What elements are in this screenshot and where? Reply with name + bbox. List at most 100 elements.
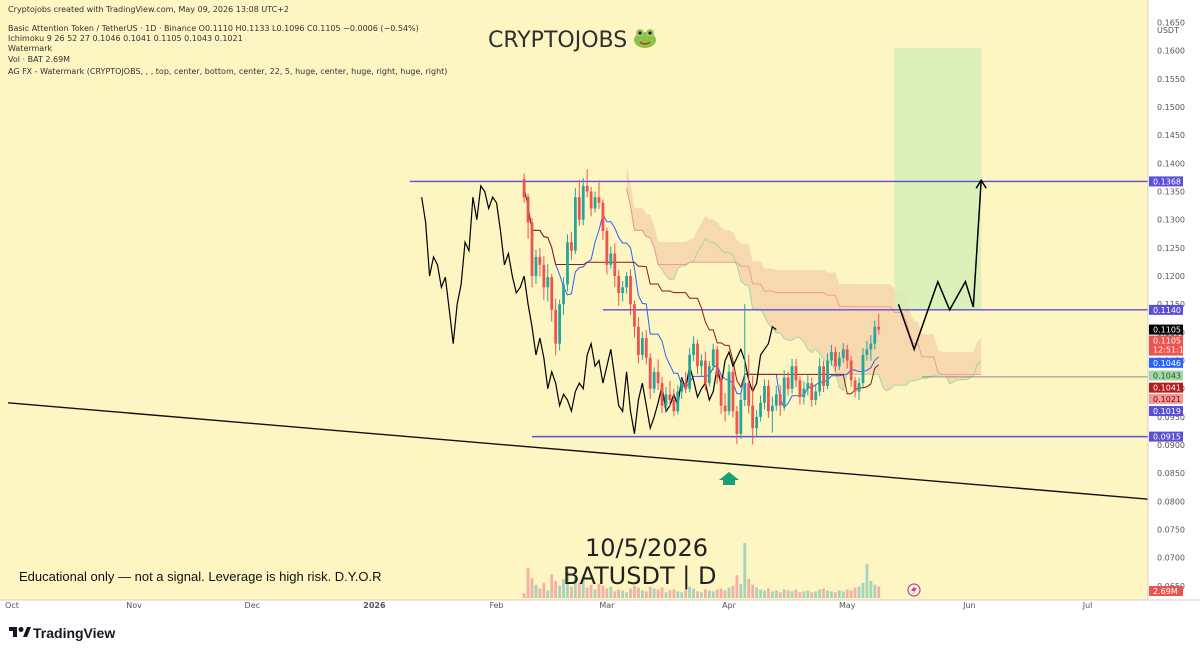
price-badge-text: 0.1368	[1153, 177, 1181, 186]
price-badge-bg	[1149, 382, 1183, 393]
candle-body	[637, 326, 640, 355]
price-badge-bg	[1149, 370, 1183, 381]
volume-bar	[845, 589, 849, 598]
volume-bar	[696, 591, 699, 598]
candle-body	[739, 400, 743, 434]
candle	[826, 353, 829, 390]
price-tick-label: 0.1150	[1157, 300, 1185, 309]
candle	[865, 340, 869, 361]
price-tick-label: 0.0800	[1157, 497, 1185, 506]
price-badge: 0.1041	[1149, 382, 1183, 393]
legend-line-watermark: Watermark	[8, 44, 52, 53]
time-tick-label: Dec	[245, 601, 260, 610]
price-badge-bg	[1149, 431, 1183, 442]
candle	[684, 371, 688, 394]
candle-body	[676, 391, 680, 412]
price-badge-bg	[1149, 393, 1183, 404]
candle	[672, 388, 676, 417]
candle-body	[727, 371, 731, 412]
volume-bar	[589, 584, 593, 598]
volume-bar	[794, 589, 798, 598]
volume-bar	[711, 591, 715, 598]
tradingview-logo-icon[interactable]	[9, 627, 31, 637]
candle-body	[794, 366, 798, 381]
candle-body	[688, 354, 692, 389]
volume-bar	[522, 593, 526, 598]
candle	[633, 300, 636, 338]
time-tick-label: Feb	[489, 601, 503, 610]
price-badge-countdown: 12:51:19	[1153, 346, 1189, 355]
price-badge-bg	[1149, 324, 1183, 335]
volume-bar	[782, 589, 786, 598]
volume-bar	[684, 590, 688, 598]
candle	[617, 269, 621, 306]
candle-body	[554, 309, 558, 344]
candle	[786, 371, 790, 396]
price-badges: 0.13680.11400.11050.110512:51:190.10460.…	[1149, 176, 1189, 596]
volume-bar	[613, 591, 617, 598]
volume-bar	[700, 592, 703, 598]
volume-bar	[668, 590, 672, 598]
created-credit: Cryptojobs created with TradingView.com,…	[8, 5, 289, 14]
candle	[814, 384, 818, 406]
price-badge-text: 0.1043	[1153, 372, 1181, 381]
candle-body	[790, 366, 794, 389]
candle-body	[810, 383, 814, 400]
candle	[613, 243, 617, 287]
price-badge-text: 0.1041	[1153, 384, 1181, 393]
price-badge-bg	[1149, 176, 1183, 187]
volume-bar	[558, 585, 561, 598]
candle	[621, 281, 625, 302]
up-arrow-icon	[719, 472, 739, 485]
time-axis[interactable]	[0, 600, 1148, 612]
trendline-line	[7, 402, 1149, 500]
candle-body	[605, 230, 609, 265]
candle-body	[542, 264, 546, 288]
price-badge-bg	[1149, 304, 1183, 315]
candle	[640, 331, 644, 360]
candle-body	[715, 349, 719, 378]
volume-bar	[546, 590, 550, 598]
volume-bars	[522, 543, 881, 598]
volume-bar	[617, 589, 621, 598]
candle	[570, 232, 573, 260]
volume-bar	[873, 584, 877, 598]
candle	[668, 380, 672, 407]
candle-body	[767, 385, 770, 412]
candle	[538, 247, 542, 277]
footer-brand[interactable]: TradingView	[33, 625, 115, 641]
candle	[542, 256, 546, 300]
candle-body	[625, 276, 628, 288]
candle	[711, 343, 715, 371]
volume-bar	[526, 567, 530, 598]
candle	[853, 376, 857, 398]
legend-line-ichimoku: Ichimoku 9 26 52 27 0.1046 0.1041 0.1105…	[8, 34, 243, 43]
volume-bar	[834, 592, 837, 598]
candle-body	[593, 197, 597, 209]
price-ticks: 0.06500.07000.07500.08000.08500.09000.09…	[1157, 19, 1185, 591]
candle-body	[857, 383, 861, 392]
candle	[546, 264, 550, 302]
volume-bar	[869, 580, 873, 598]
candle	[735, 406, 739, 444]
price-axis[interactable]	[1148, 0, 1200, 600]
volume-bar	[849, 590, 853, 598]
candle	[605, 227, 609, 275]
candle-body	[644, 338, 648, 358]
volume-bar	[640, 590, 644, 598]
price-badge-bg	[1149, 406, 1183, 417]
candle	[707, 361, 711, 387]
candle-body	[778, 394, 782, 406]
candle-body	[723, 405, 727, 412]
lightning-icon	[907, 583, 921, 597]
candle-body	[853, 380, 857, 392]
candle-body	[696, 343, 699, 367]
candle-body	[837, 357, 841, 367]
volume-bar	[707, 590, 711, 598]
candle-body	[617, 276, 621, 293]
candle-body	[526, 197, 530, 223]
candle-body	[759, 402, 762, 417]
candle-body	[798, 380, 802, 398]
candle-body	[707, 366, 711, 384]
